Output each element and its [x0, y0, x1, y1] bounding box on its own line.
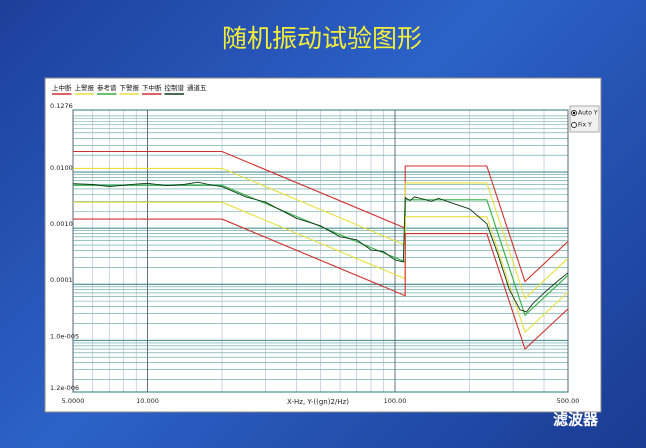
- legend-label: 下中断: [142, 83, 162, 92]
- series-line: [73, 201, 569, 334]
- legend-label: 上中断: [52, 83, 72, 92]
- radio-dot: [572, 111, 576, 115]
- series-line: [73, 167, 569, 300]
- y-tick-label: 0.1276: [50, 102, 73, 110]
- legend-label: 下警报: [120, 83, 140, 92]
- y-tick-label: 0.0010: [50, 220, 73, 228]
- x-tick-label: 5.0000: [62, 397, 85, 405]
- y-tick-label: 1.2e-006: [50, 384, 79, 392]
- y-tick-label: 1.0e-005: [50, 332, 79, 340]
- watermark: 滤波器: [553, 411, 599, 429]
- series-line: [72, 181, 569, 313]
- legend-label: 通道五: [187, 83, 207, 92]
- y-tick-label: 0.0100: [50, 164, 73, 172]
- series-line: [73, 218, 569, 350]
- option-label[interactable]: Auto Y: [578, 110, 598, 117]
- x-axis-label: X-Hz, Y-((gn)2/Hz): [287, 398, 349, 406]
- x-tick-label: 500.00: [557, 397, 580, 405]
- x-tick-label: 100.00: [384, 397, 407, 405]
- legend-label: 上警报: [75, 83, 95, 92]
- legend-label: 参考谱: [97, 83, 117, 92]
- chart-title: 随机振动试验图形: [222, 24, 422, 53]
- radio-fix[interactable]: [571, 122, 577, 128]
- x-tick-label: 10.000: [136, 397, 159, 405]
- series-line: [73, 150, 569, 283]
- series-line: [73, 184, 569, 317]
- option-label[interactable]: Fix Y: [578, 122, 592, 129]
- y-tick-label: 0.0001: [50, 276, 73, 284]
- legend-label: 控制谱: [165, 83, 185, 92]
